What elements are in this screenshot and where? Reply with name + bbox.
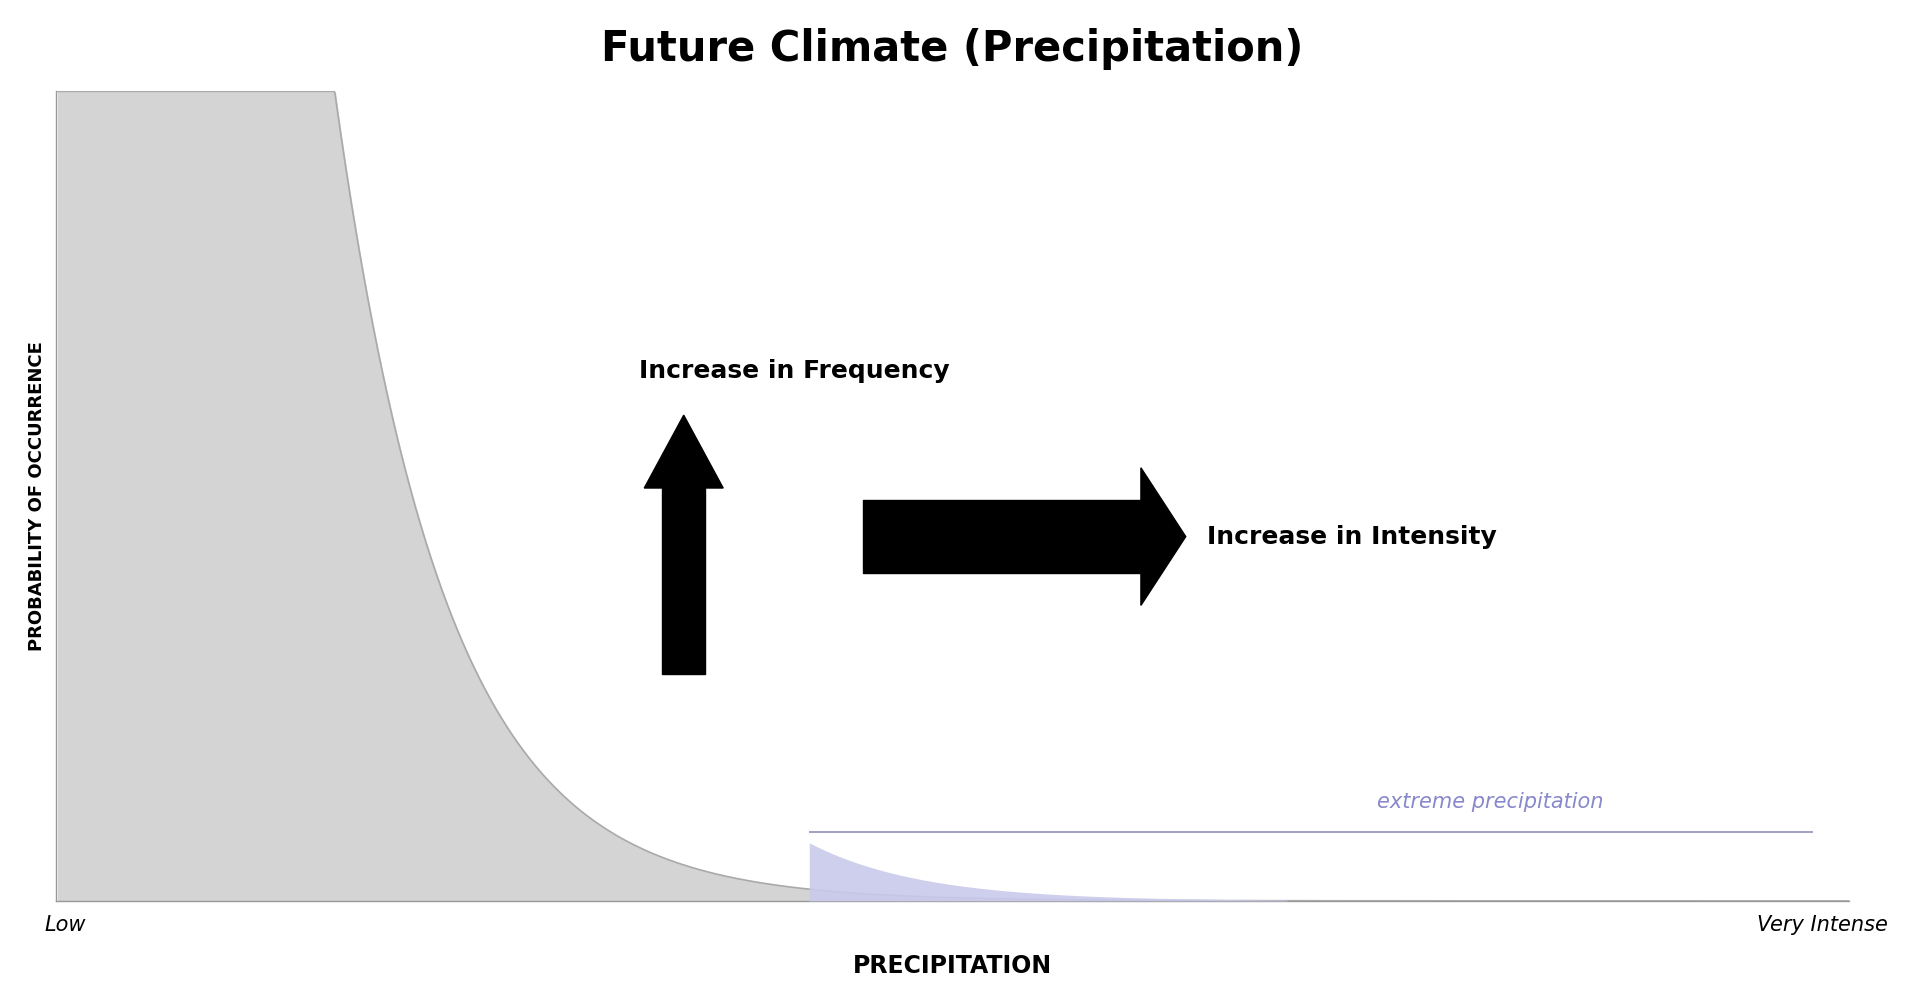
Polygon shape [1140,468,1187,606]
Polygon shape [645,415,724,488]
Text: Increase in Intensity: Increase in Intensity [1208,524,1498,548]
Text: extreme precipitation: extreme precipitation [1377,792,1603,812]
Text: Increase in Frequency: Increase in Frequency [639,359,950,382]
Title: Future Climate (Precipitation): Future Climate (Precipitation) [601,28,1304,69]
Y-axis label: PROBABILITY OF OCCURRENCE: PROBABILITY OF OCCURRENCE [27,341,46,651]
X-axis label: PRECIPITATION: PRECIPITATION [852,955,1052,978]
